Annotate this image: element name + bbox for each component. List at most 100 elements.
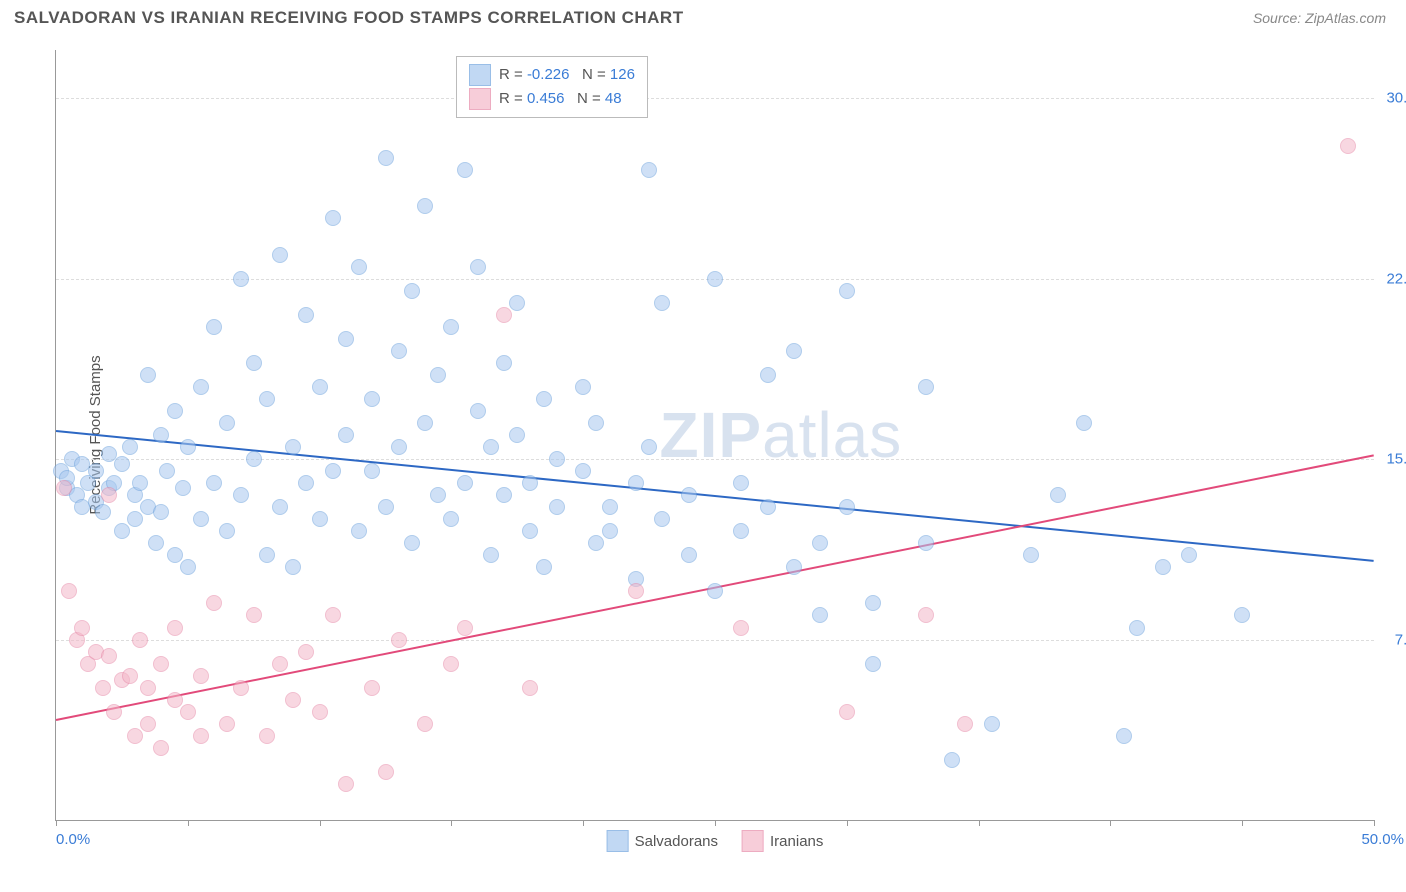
data-point (364, 680, 380, 696)
data-point (233, 680, 249, 696)
data-point (1234, 607, 1250, 623)
data-point (167, 547, 183, 563)
x-tick (583, 820, 584, 826)
data-point (417, 198, 433, 214)
data-point (153, 740, 169, 756)
title-bar: SALVADORAN VS IRANIAN RECEIVING FOOD STA… (0, 0, 1406, 36)
data-point (233, 271, 249, 287)
data-point (786, 559, 802, 575)
data-point (180, 559, 196, 575)
data-point (378, 499, 394, 515)
data-point (101, 648, 117, 664)
data-point (61, 583, 77, 599)
data-point (140, 680, 156, 696)
data-point (378, 764, 394, 780)
data-point (122, 439, 138, 455)
data-point (298, 475, 314, 491)
chart-title: SALVADORAN VS IRANIAN RECEIVING FOOD STA… (14, 8, 684, 28)
data-point (272, 656, 288, 672)
data-point (351, 259, 367, 275)
data-point (628, 583, 644, 599)
data-point (364, 391, 380, 407)
data-point (74, 620, 90, 636)
data-point (430, 487, 446, 503)
x-tick (188, 820, 189, 826)
data-point (193, 728, 209, 744)
data-point (193, 668, 209, 684)
data-point (175, 480, 191, 496)
data-point (153, 504, 169, 520)
series-legend-label: Salvadorans (635, 833, 718, 850)
series-legend-item: Salvadorans (607, 830, 718, 852)
data-point (1023, 547, 1039, 563)
data-point (733, 620, 749, 636)
data-point (496, 355, 512, 371)
data-point (470, 259, 486, 275)
data-point (1116, 728, 1132, 744)
data-point (443, 656, 459, 672)
data-point (417, 415, 433, 431)
data-point (159, 463, 175, 479)
data-point (285, 439, 301, 455)
data-point (180, 704, 196, 720)
data-point (641, 162, 657, 178)
data-point (865, 595, 881, 611)
legend-swatch (469, 64, 491, 86)
data-point (298, 644, 314, 660)
data-point (180, 439, 196, 455)
stats-legend: R = -0.226 N = 126R = 0.456 N = 48 (456, 56, 648, 118)
data-point (443, 511, 459, 527)
x-tick (56, 820, 57, 826)
chart-container: SALVADORAN VS IRANIAN RECEIVING FOOD STA… (0, 0, 1406, 892)
data-point (536, 559, 552, 575)
x-tick (1242, 820, 1243, 826)
data-point (1050, 487, 1066, 503)
data-point (148, 535, 164, 551)
data-point (298, 307, 314, 323)
data-point (391, 632, 407, 648)
data-point (219, 716, 235, 732)
data-point (140, 367, 156, 383)
data-point (56, 480, 72, 496)
data-point (483, 547, 499, 563)
x-tick (1110, 820, 1111, 826)
data-point (246, 355, 262, 371)
data-point (575, 379, 591, 395)
data-point (588, 535, 604, 551)
data-point (167, 692, 183, 708)
data-point (132, 632, 148, 648)
data-point (522, 680, 538, 696)
stats-legend-row: R = -0.226 N = 126 (469, 63, 635, 87)
gridline (56, 640, 1374, 641)
stats-legend-row: R = 0.456 N = 48 (469, 87, 635, 111)
data-point (588, 415, 604, 431)
data-point (839, 499, 855, 515)
data-point (812, 535, 828, 551)
legend-stats-text: R = 0.456 N = 48 (499, 87, 622, 111)
data-point (1340, 138, 1356, 154)
data-point (114, 456, 130, 472)
data-point (549, 451, 565, 467)
data-point (167, 403, 183, 419)
data-point (219, 415, 235, 431)
data-point (957, 716, 973, 732)
y-tick-label: 7.5% (1395, 631, 1406, 648)
data-point (707, 271, 723, 287)
data-point (259, 728, 275, 744)
data-point (839, 283, 855, 299)
y-tick-label: 30.0% (1386, 90, 1406, 107)
data-point (312, 704, 328, 720)
data-point (272, 247, 288, 263)
data-point (457, 162, 473, 178)
x-tick (320, 820, 321, 826)
data-point (206, 475, 222, 491)
data-point (984, 716, 1000, 732)
data-point (681, 487, 697, 503)
data-point (101, 487, 117, 503)
data-point (272, 499, 288, 515)
data-point (233, 487, 249, 503)
data-point (496, 307, 512, 323)
legend-swatch (607, 830, 629, 852)
data-point (219, 523, 235, 539)
data-point (127, 728, 143, 744)
